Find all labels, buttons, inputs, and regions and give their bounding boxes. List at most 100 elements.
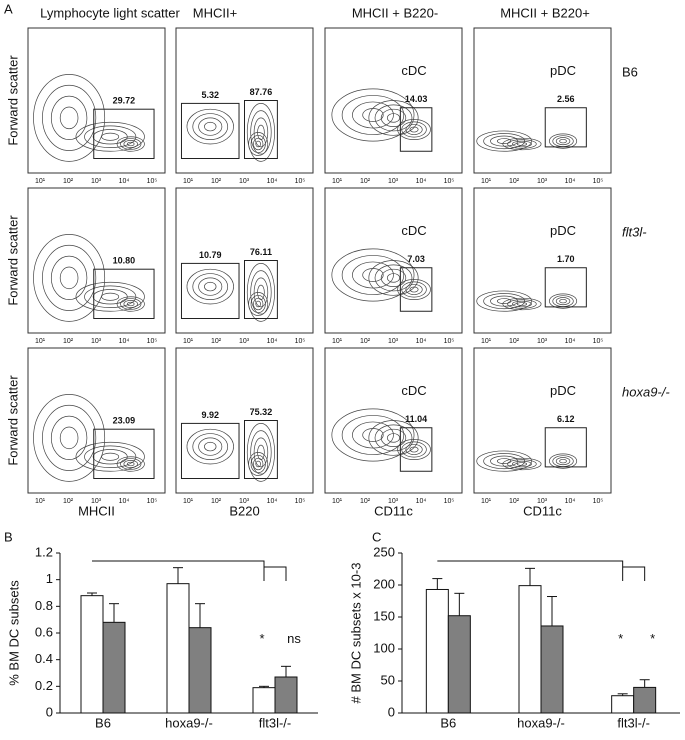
contour [92, 289, 128, 305]
contour [250, 110, 272, 155]
y-axis-label: % BM DC subsets [6, 580, 21, 686]
y-tick-label: 1.2 [35, 544, 53, 559]
contour [502, 457, 542, 471]
x-tick-label: 10⁵ [147, 498, 158, 505]
x-tick-label: 10⁵ [444, 178, 455, 185]
gate [399, 427, 433, 472]
contour [126, 141, 135, 147]
contour [507, 139, 537, 149]
contour [248, 292, 269, 316]
contour [548, 293, 578, 309]
x-tick-label: 10⁵ [295, 338, 306, 345]
contour [248, 132, 269, 156]
bar [518, 585, 542, 714]
y-tick-label: 0.8 [35, 598, 53, 613]
contour [253, 457, 264, 471]
contour [246, 263, 275, 322]
gate [399, 267, 433, 312]
contour [116, 456, 145, 472]
plot-frame [27, 27, 166, 174]
contour [409, 126, 419, 133]
bracket [264, 566, 287, 581]
x-tick-label: 10² [63, 498, 74, 505]
contour [246, 423, 275, 482]
y-tick-label: 50 [381, 672, 395, 687]
contour [92, 449, 128, 465]
row-label: B6 [622, 64, 638, 79]
x-tick-label: 10⁴ [416, 338, 427, 345]
x-tick-label: 10² [360, 178, 371, 185]
contour [255, 300, 261, 308]
y-axis-label: Forward scatter [5, 215, 20, 306]
contour [59, 106, 79, 130]
contour [380, 268, 407, 287]
contour [84, 285, 137, 308]
gate-percentage: 6.12 [557, 414, 575, 424]
panel-letter: C [372, 529, 381, 544]
contour [386, 433, 401, 443]
x-tick-label: 10² [211, 498, 222, 505]
contour [126, 461, 135, 467]
contour [397, 279, 431, 301]
gate [544, 427, 587, 468]
contour [186, 268, 234, 305]
subset-label: cDC [401, 383, 426, 398]
significance: * [650, 631, 655, 646]
contour [101, 292, 120, 301]
y-tick-label: 100 [373, 640, 395, 655]
x-tick-label: B6 [440, 715, 456, 730]
plot-frame [473, 187, 612, 334]
contour [341, 255, 405, 295]
contour [123, 460, 138, 468]
contour [75, 281, 145, 312]
contour [362, 108, 384, 122]
x-tick-label: 10⁴ [565, 498, 576, 505]
x-tick-label: 10² [63, 178, 74, 185]
x-tick-label: 10² [360, 498, 371, 505]
y-tick-label: 0 [46, 704, 53, 719]
contour [507, 299, 537, 309]
contour [386, 113, 401, 123]
gate-percentage: 23.09 [113, 416, 136, 426]
x-tick-label: 10⁴ [119, 178, 130, 185]
contour [75, 121, 145, 152]
contour [250, 134, 266, 154]
gate-percentage: 10.79 [199, 250, 222, 260]
contour [490, 135, 519, 147]
y-axis-label: Forward scatter [5, 375, 20, 466]
x-tick-label: 10¹ [183, 178, 194, 185]
x-tick-label: flt3l-/- [617, 715, 650, 730]
contour [120, 458, 142, 470]
x-tick-label: 10² [360, 338, 371, 345]
contour [331, 248, 415, 302]
subset-label: pDC [550, 63, 576, 78]
x-axis-label: CD11c [374, 503, 413, 518]
contour [502, 137, 542, 151]
contour [368, 420, 419, 456]
column-title: MHCII+ [193, 5, 237, 20]
x-tick-label: 10³ [91, 498, 102, 505]
contour [250, 294, 266, 314]
contour [101, 452, 120, 461]
contour [397, 118, 431, 140]
x-tick-label: 10³ [91, 178, 102, 185]
contour [362, 268, 384, 282]
bar [80, 595, 104, 714]
contour [490, 455, 519, 467]
gate-percentage: 29.72 [113, 96, 136, 106]
contour [496, 458, 512, 464]
contour [33, 394, 106, 482]
contour [253, 137, 264, 151]
x-tick-label: B6 [95, 715, 111, 730]
contour [341, 95, 405, 135]
contour [192, 433, 229, 461]
contour [101, 132, 120, 141]
contour [42, 404, 97, 471]
contour [59, 426, 79, 450]
y-tick-label: 200 [373, 576, 395, 591]
contour [548, 453, 578, 469]
gate-percentage: 76.11 [250, 247, 272, 257]
gate-percentage: 87.76 [250, 87, 273, 97]
contour [75, 441, 145, 472]
gate-percentage: 9.92 [201, 410, 219, 420]
